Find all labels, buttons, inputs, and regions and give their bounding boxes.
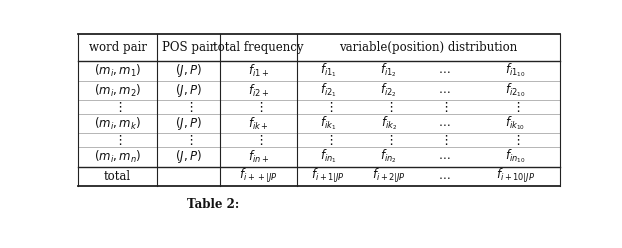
Text: $\vdots$: $\vdots$ bbox=[384, 100, 393, 114]
Text: $f_{i1_2}$: $f_{i1_2}$ bbox=[380, 62, 397, 79]
Text: $f_{in+}$: $f_{in+}$ bbox=[248, 149, 269, 165]
Text: $f_{ik+}$: $f_{ik+}$ bbox=[248, 116, 269, 132]
Text: variable(position) distribution: variable(position) distribution bbox=[340, 41, 518, 54]
Text: $f_{in_1}$: $f_{in_1}$ bbox=[320, 148, 337, 165]
Text: $f_{i2+}$: $f_{i2+}$ bbox=[248, 82, 269, 98]
Text: $\cdots$: $\cdots$ bbox=[438, 84, 450, 97]
Text: $(m_i,m_2)$: $(m_i,m_2)$ bbox=[94, 82, 141, 98]
Text: $\cdots$: $\cdots$ bbox=[438, 117, 450, 130]
Text: $f_{i2_1}$: $f_{i2_1}$ bbox=[320, 82, 337, 99]
Text: $\vdots$: $\vdots$ bbox=[113, 100, 122, 114]
Text: total frequency: total frequency bbox=[213, 41, 304, 54]
Text: POS pair: POS pair bbox=[162, 41, 215, 54]
Text: $\cdots$: $\cdots$ bbox=[438, 170, 450, 183]
Text: $f_{i+1|JP}$: $f_{i+1|JP}$ bbox=[312, 167, 345, 186]
Text: $\vdots$: $\vdots$ bbox=[113, 133, 122, 147]
Text: $(J,P)$: $(J,P)$ bbox=[175, 115, 202, 132]
Text: $f_{i1+}$: $f_{i1+}$ bbox=[248, 62, 269, 79]
Text: $\cdots$: $\cdots$ bbox=[438, 150, 450, 163]
Text: total: total bbox=[104, 170, 131, 183]
Text: $\vdots$: $\vdots$ bbox=[384, 133, 393, 147]
Text: $\cdots$: $\cdots$ bbox=[438, 64, 450, 77]
Text: $(J,P)$: $(J,P)$ bbox=[175, 148, 202, 165]
Text: $f_{i++|JP}$: $f_{i++|JP}$ bbox=[239, 167, 278, 186]
Text: $f_{i+2|JP}$: $f_{i+2|JP}$ bbox=[372, 167, 406, 186]
Text: $f_{i1_{10}}$: $f_{i1_{10}}$ bbox=[505, 62, 526, 79]
Text: $f_{ik_1}$: $f_{ik_1}$ bbox=[320, 115, 337, 132]
Text: $\vdots$: $\vdots$ bbox=[440, 100, 448, 114]
Text: $(m_i,m_n)$: $(m_i,m_n)$ bbox=[94, 149, 141, 165]
Text: $f_{i2_{10}}$: $f_{i2_{10}}$ bbox=[505, 82, 526, 99]
Text: $f_{ik_2}$: $f_{ik_2}$ bbox=[381, 115, 397, 132]
Text: word pair: word pair bbox=[88, 41, 147, 54]
Text: $\vdots$: $\vdots$ bbox=[511, 100, 520, 114]
Text: $f_{in_2}$: $f_{in_2}$ bbox=[380, 148, 397, 165]
Text: $f_{in_{10}}$: $f_{in_{10}}$ bbox=[505, 148, 526, 165]
Text: $\vdots$: $\vdots$ bbox=[254, 100, 263, 114]
Text: $\vdots$: $\vdots$ bbox=[511, 133, 520, 147]
Text: $(J,P)$: $(J,P)$ bbox=[175, 82, 202, 99]
Text: $(J,P)$: $(J,P)$ bbox=[175, 62, 202, 79]
Text: $\vdots$: $\vdots$ bbox=[184, 100, 193, 114]
Text: $\vdots$: $\vdots$ bbox=[324, 133, 333, 147]
Text: $f_{i1_1}$: $f_{i1_1}$ bbox=[320, 62, 337, 79]
Text: $(m_i,m_k)$: $(m_i,m_k)$ bbox=[94, 116, 141, 132]
Text: $f_{i+10|JP}$: $f_{i+10|JP}$ bbox=[496, 167, 535, 186]
Text: $\vdots$: $\vdots$ bbox=[440, 133, 448, 147]
Text: $\vdots$: $\vdots$ bbox=[184, 133, 193, 147]
Text: $f_{ik_{10}}$: $f_{ik_{10}}$ bbox=[505, 115, 525, 132]
Text: $f_{i2_2}$: $f_{i2_2}$ bbox=[380, 82, 397, 99]
Text: Table 2:: Table 2: bbox=[187, 198, 239, 211]
Text: $\vdots$: $\vdots$ bbox=[254, 133, 263, 147]
Text: $(m_i,m_1)$: $(m_i,m_1)$ bbox=[94, 62, 141, 79]
Text: $\vdots$: $\vdots$ bbox=[324, 100, 333, 114]
